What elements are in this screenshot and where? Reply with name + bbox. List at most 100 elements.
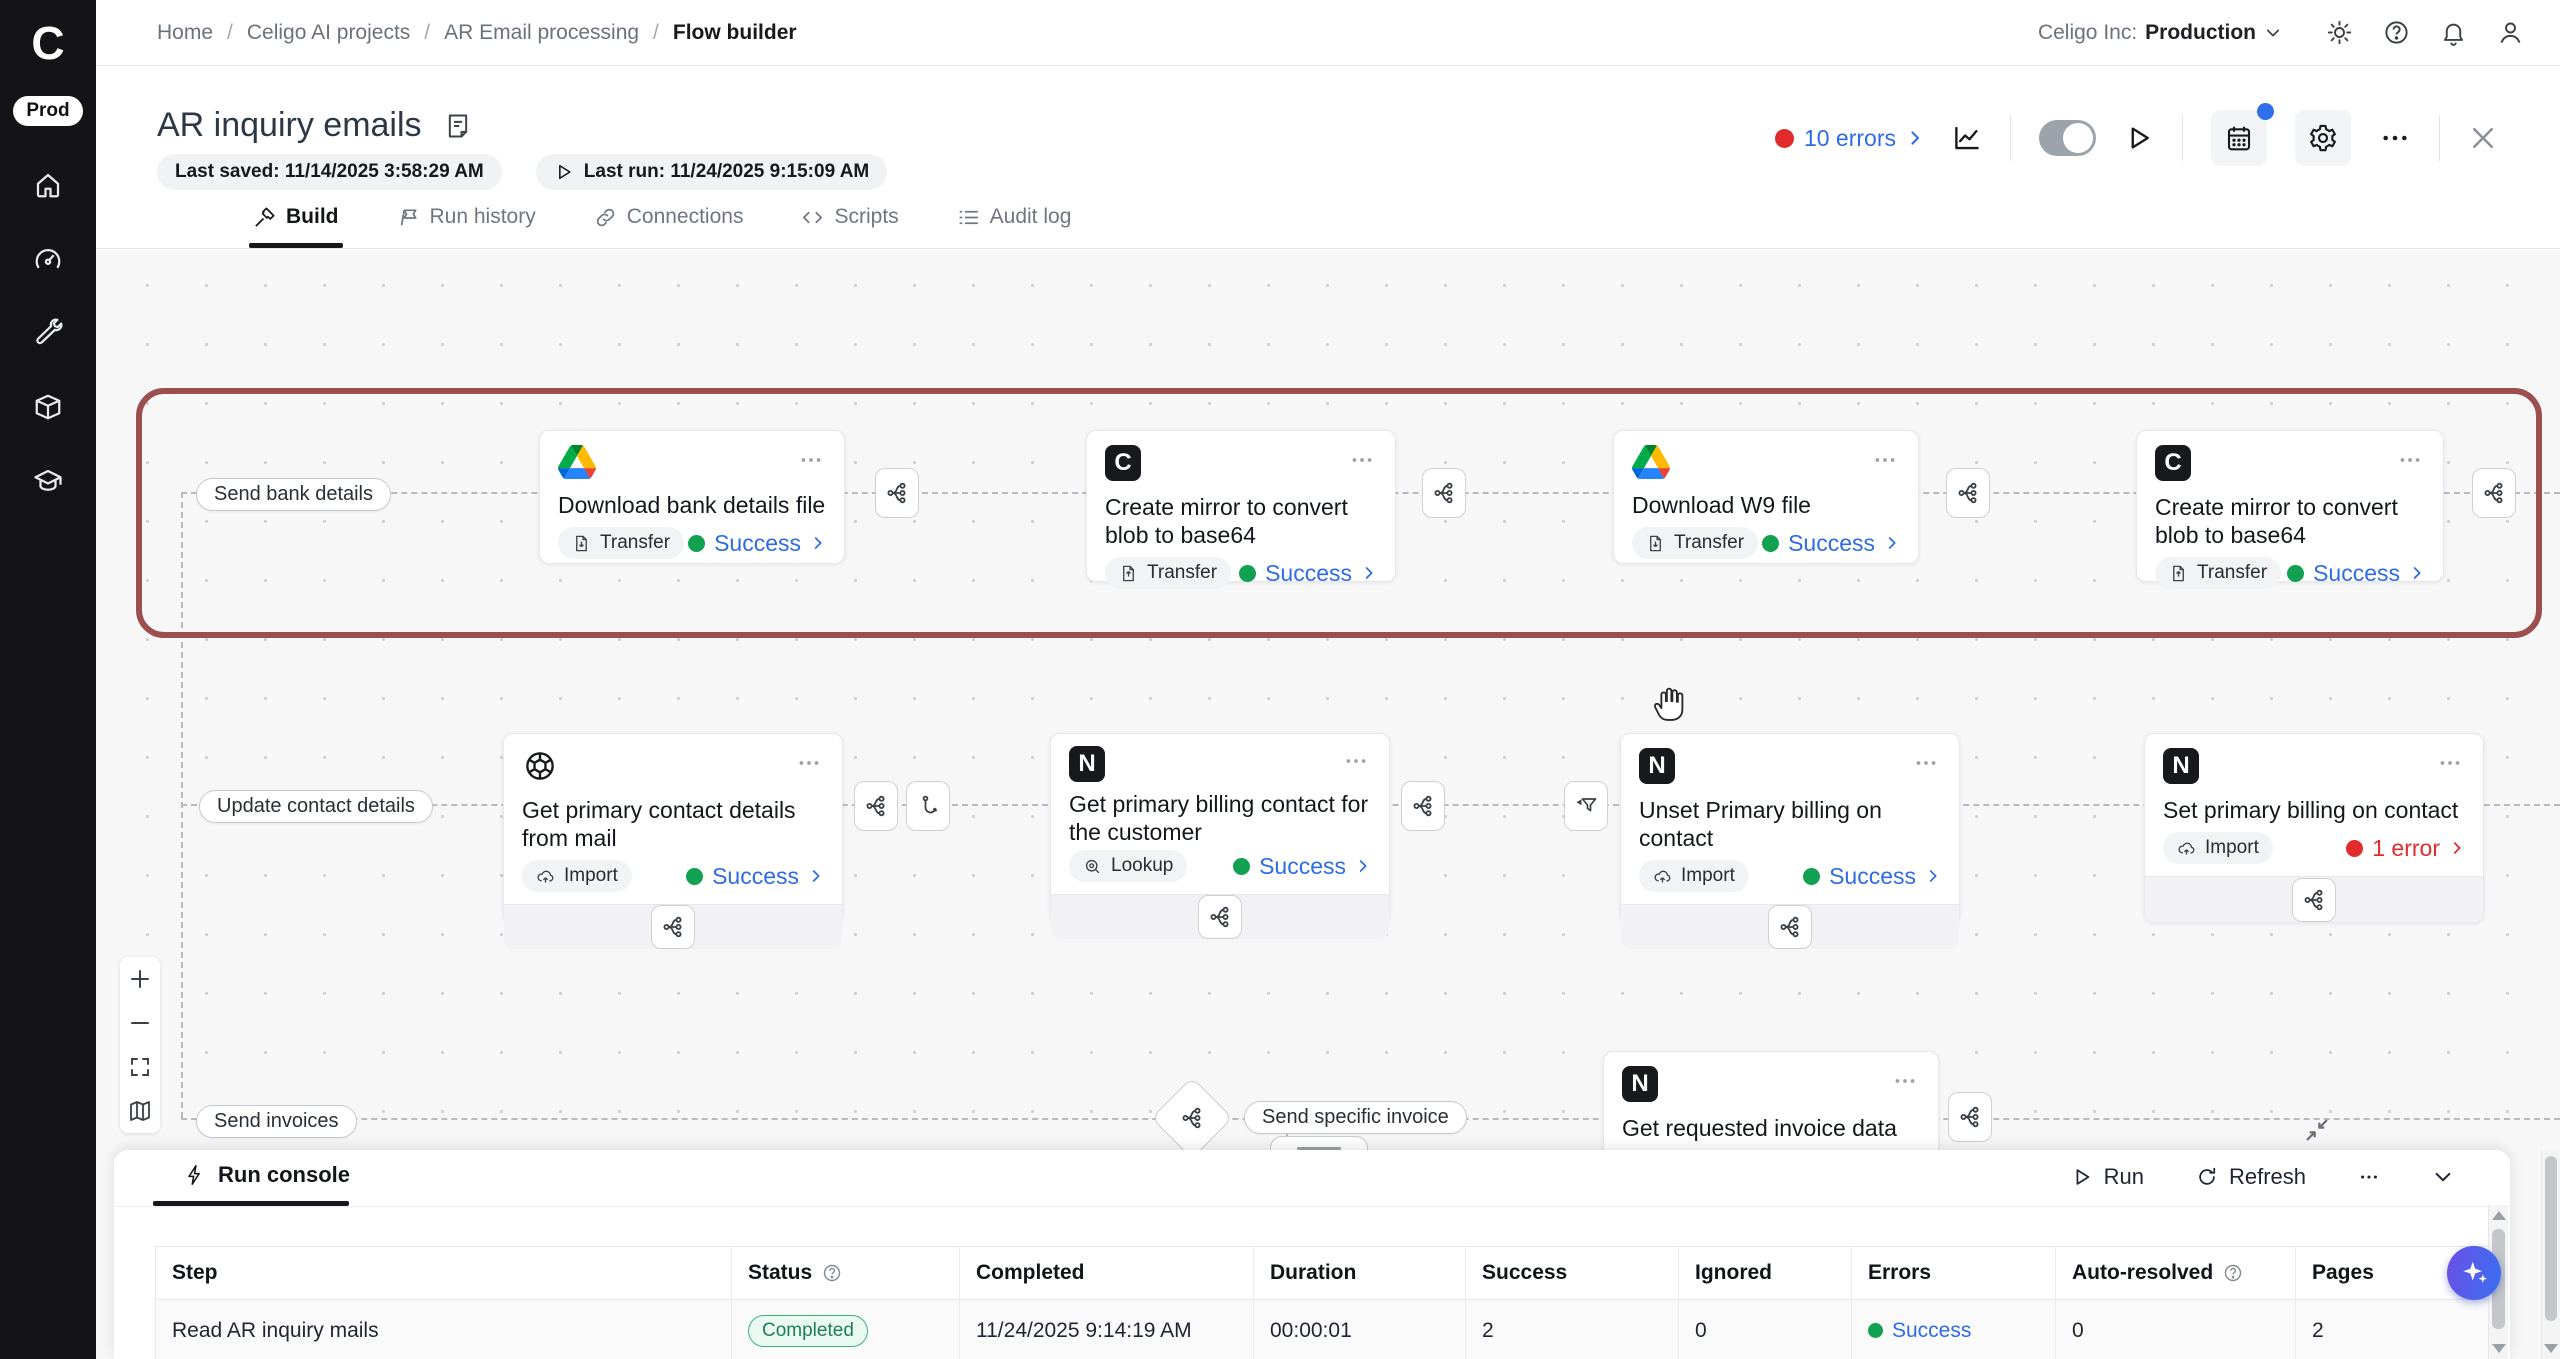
add-branch-button[interactable]: [1401, 781, 1445, 831]
account-environment-switcher[interactable]: Celigo Inc: Production: [2038, 21, 2282, 45]
collapse-canvas-button[interactable]: [2303, 1116, 2331, 1144]
console-more-options-button[interactable]: [2358, 1166, 2380, 1188]
add-branch-button[interactable]: [1948, 1092, 1992, 1142]
tab-run-console[interactable]: Run console: [184, 1162, 350, 1188]
last-saved-pill: Last saved: 11/14/2025 3:58:29 AM: [157, 154, 502, 190]
breadcrumb-home[interactable]: Home: [157, 21, 213, 45]
fit-view-button[interactable]: [128, 1055, 152, 1079]
table-row-errors: Success: [1851, 1300, 2055, 1359]
branch-label-send-bank-details[interactable]: Send bank details: [196, 478, 391, 511]
help-icon[interactable]: [822, 1263, 842, 1283]
breadcrumb-integration[interactable]: AR Email processing: [444, 21, 639, 45]
step-status-link[interactable]: Success: [1762, 530, 1900, 557]
step-type-badge: Import: [2163, 832, 2273, 864]
run-button[interactable]: Run: [2071, 1164, 2144, 1190]
branch-label-update-contact-details[interactable]: Update contact details: [199, 790, 433, 823]
flow-step-download-w9[interactable]: Download W9 file Transfer Success: [1613, 430, 1919, 564]
refresh-button[interactable]: Refresh: [2196, 1164, 2306, 1190]
theme-toggle-button[interactable]: [2326, 19, 2353, 46]
zoom-out-button[interactable]: [128, 1011, 152, 1035]
edit-description-button[interactable]: [444, 112, 472, 140]
step-title: Download W9 file: [1632, 491, 1900, 519]
step-menu-button[interactable]: [1911, 748, 1941, 778]
resources-box-icon: [33, 392, 63, 422]
errors-success-link[interactable]: Success: [1868, 1319, 1971, 1343]
step-error-link[interactable]: 1 error: [2346, 835, 2465, 862]
analytics-button[interactable]: [1952, 123, 1982, 153]
step-menu-button[interactable]: [2395, 445, 2425, 475]
step-title: Download bank details file: [558, 491, 826, 519]
schedule-button[interactable]: [2211, 110, 2267, 166]
notifications-button[interactable]: [2440, 19, 2467, 46]
tab-run-history[interactable]: Run history: [397, 186, 536, 248]
run-flow-button[interactable]: [2124, 123, 2154, 153]
help-icon[interactable]: [2223, 1263, 2243, 1283]
tab-scripts[interactable]: Scripts: [801, 186, 898, 248]
close-icon: [2468, 123, 2498, 153]
step-status-link[interactable]: Success: [688, 530, 826, 557]
add-branch-button[interactable]: [2292, 878, 2336, 922]
step-status-link[interactable]: Success: [2287, 560, 2425, 587]
add-branch-button[interactable]: [854, 781, 898, 831]
minimap-button[interactable]: [128, 1099, 152, 1123]
step-menu-button[interactable]: [1341, 746, 1371, 776]
flow-step-download-bank-details[interactable]: Download bank details file Transfer Succ…: [539, 430, 845, 564]
ai-assistant-button[interactable]: [2447, 1246, 2501, 1300]
sidebar-item-home[interactable]: [33, 170, 63, 200]
flow-step-create-mirror-2[interactable]: C Create mirror to convert blob to base6…: [2136, 430, 2444, 582]
router-node[interactable]: [1151, 1077, 1233, 1159]
add-branch-button[interactable]: [1422, 468, 1466, 518]
profile-button[interactable]: [2497, 19, 2524, 46]
sidebar-item-resources[interactable]: [33, 392, 63, 422]
page-scrollbar[interactable]: [2541, 1150, 2560, 1359]
add-branch-button[interactable]: [1946, 468, 1990, 518]
tab-audit-log[interactable]: Audit log: [957, 186, 1072, 248]
sidebar-item-tools[interactable]: [33, 318, 63, 348]
tab-connections[interactable]: Connections: [594, 186, 744, 248]
flow-step-create-mirror-1[interactable]: C Create mirror to convert blob to base6…: [1086, 430, 1396, 582]
add-hook-button[interactable]: [906, 781, 950, 831]
step-menu-button[interactable]: [796, 445, 826, 475]
flow-header: AR inquiry emails Last saved: 11/14/2025…: [96, 66, 2560, 249]
close-flow-builder-button[interactable]: [2468, 123, 2498, 153]
flow-step-set-primary-billing[interactable]: N Set primary billing on contact Import …: [2144, 733, 2484, 923]
step-menu-button[interactable]: [1890, 1066, 1920, 1096]
flow-step-unset-primary-billing[interactable]: N Unset Primary billing on contact Impor…: [1620, 733, 1960, 923]
help-icon: [2383, 19, 2410, 46]
ellipsis-icon: [1872, 447, 1898, 473]
zoom-in-button[interactable]: [128, 967, 152, 991]
step-status-link[interactable]: Success: [1803, 863, 1941, 890]
add-branch-button[interactable]: [1768, 905, 1812, 949]
errors-link[interactable]: 10 errors: [1775, 125, 1924, 152]
sidebar-item-university[interactable]: [33, 466, 63, 496]
branch-label-send-invoices[interactable]: Send invoices: [196, 1105, 357, 1138]
step-menu-button[interactable]: [1870, 445, 1900, 475]
flow-on-off-toggle[interactable]: [2039, 120, 2096, 156]
list-icon: [957, 206, 980, 229]
add-branch-button[interactable]: [1198, 895, 1242, 939]
error-dot-icon: [1775, 129, 1794, 148]
settings-button[interactable]: [2295, 110, 2351, 166]
success-dot-icon: [1762, 535, 1779, 552]
step-menu-button[interactable]: [2435, 748, 2465, 778]
add-branch-button[interactable]: [651, 905, 695, 949]
flow-step-get-billing-contact[interactable]: N Get primary billing contact for the cu…: [1050, 733, 1390, 923]
step-status-link[interactable]: Success: [1239, 560, 1377, 587]
divider: [114, 1206, 2510, 1207]
add-branch-button[interactable]: [2472, 468, 2516, 518]
sidebar-item-dashboard[interactable]: [33, 244, 63, 274]
step-status-link[interactable]: Success: [1233, 853, 1371, 880]
flow-step-get-primary-contact[interactable]: Get primary contact details from mail Im…: [503, 733, 843, 923]
branch-label-send-specific-invoice[interactable]: Send specific invoice: [1244, 1101, 1467, 1134]
more-options-button[interactable]: [2379, 122, 2411, 154]
breadcrumb-projects[interactable]: Celigo AI projects: [247, 21, 410, 45]
filter-button[interactable]: [1564, 781, 1608, 831]
collapse-panel-button[interactable]: [2432, 1166, 2454, 1188]
step-menu-button[interactable]: [794, 748, 824, 778]
tab-build[interactable]: Build: [253, 186, 339, 248]
step-status-link[interactable]: Success: [686, 863, 824, 890]
file-upload-icon: [1119, 564, 1138, 583]
help-button[interactable]: [2383, 19, 2410, 46]
step-menu-button[interactable]: [1347, 445, 1377, 475]
add-branch-button[interactable]: [875, 468, 919, 518]
